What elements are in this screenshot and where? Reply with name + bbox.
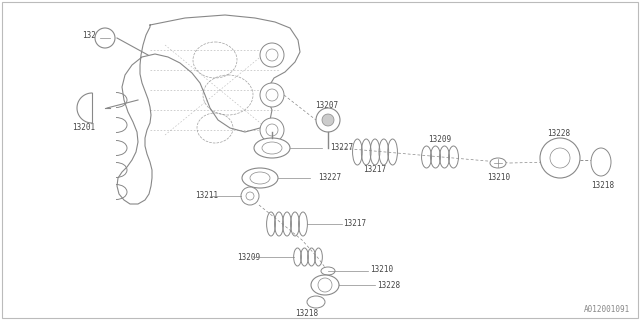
Text: 13209: 13209 xyxy=(237,252,260,261)
Text: 13227: 13227 xyxy=(318,173,341,182)
Text: 13202: 13202 xyxy=(82,30,105,39)
Text: 13228: 13228 xyxy=(377,281,400,290)
Text: 13211: 13211 xyxy=(195,191,218,201)
Ellipse shape xyxy=(591,148,611,176)
Ellipse shape xyxy=(242,168,278,188)
Ellipse shape xyxy=(254,138,290,158)
Polygon shape xyxy=(117,15,300,204)
Text: 13218: 13218 xyxy=(591,180,614,189)
Text: 13210: 13210 xyxy=(487,173,510,182)
Ellipse shape xyxy=(307,296,325,308)
Text: 13218: 13218 xyxy=(295,309,318,318)
Text: 13201: 13201 xyxy=(72,124,95,132)
Ellipse shape xyxy=(321,267,335,275)
Text: 13227: 13227 xyxy=(330,143,353,153)
Circle shape xyxy=(241,187,259,205)
Circle shape xyxy=(260,83,284,107)
Ellipse shape xyxy=(311,275,339,295)
Circle shape xyxy=(540,138,580,178)
Text: 13209: 13209 xyxy=(428,135,451,145)
Circle shape xyxy=(260,118,284,142)
Text: A012001091: A012001091 xyxy=(584,305,630,314)
Circle shape xyxy=(316,108,340,132)
Circle shape xyxy=(322,114,334,126)
Ellipse shape xyxy=(490,158,506,168)
Text: 13217: 13217 xyxy=(343,220,366,228)
Circle shape xyxy=(260,43,284,67)
Text: 13228: 13228 xyxy=(547,129,570,138)
Text: 13217: 13217 xyxy=(363,165,386,174)
Text: 13207: 13207 xyxy=(315,100,338,109)
Text: 13210: 13210 xyxy=(370,266,393,275)
Circle shape xyxy=(95,28,115,48)
